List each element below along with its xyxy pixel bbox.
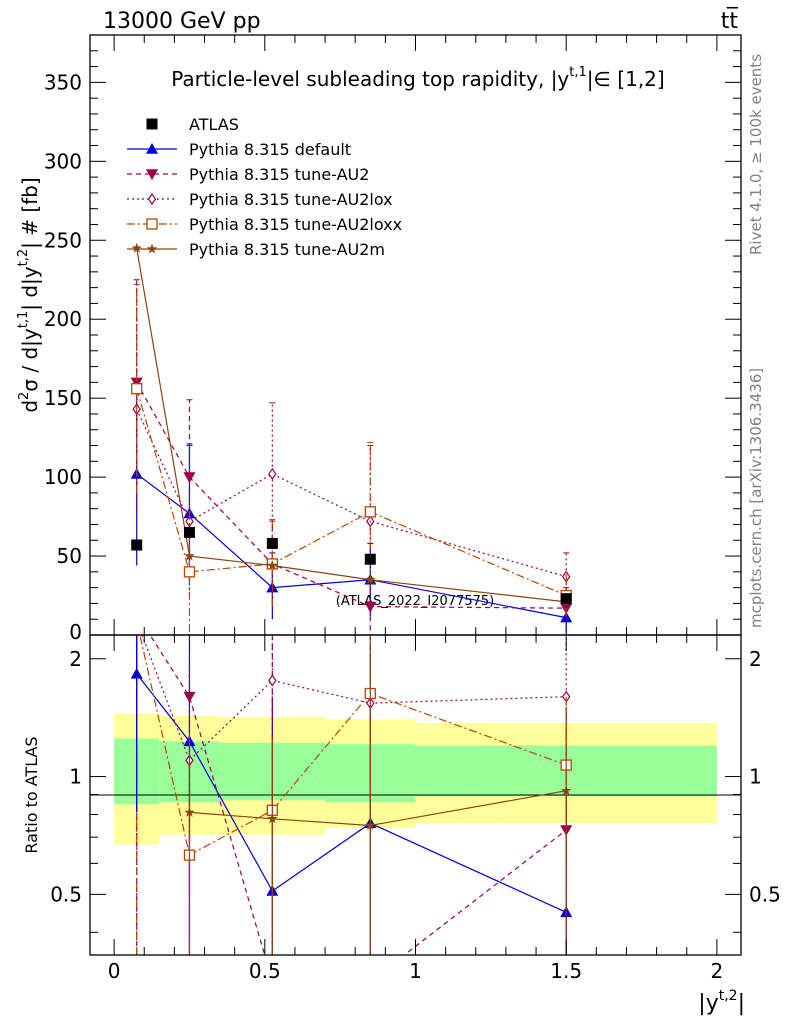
title-tail: |∈ [1,2]	[587, 67, 665, 91]
main-series-marker	[268, 467, 277, 480]
legend-atlas-label: ATLAS	[189, 115, 239, 134]
ratio-series-line	[149, 635, 567, 955]
main-series-marker	[183, 472, 196, 484]
x-tick-label: 1.5	[550, 959, 582, 983]
main-ytick-label: 100	[44, 465, 82, 489]
atlas-data-point	[364, 553, 376, 565]
x-axis-label: |yt,2|	[698, 988, 745, 1016]
ratio-series-marker	[268, 674, 277, 687]
main-series-3	[131, 283, 572, 632]
ratio-y-axis-label: Ratio to ATLAS	[22, 736, 41, 853]
main-series-line	[136, 382, 567, 609]
ratio-series-marker	[184, 806, 195, 817]
rivet-label: Rivet 4.1.0, ≥ 100k events	[747, 54, 765, 255]
mcplots-label: mcplots.cern.ch [arXiv:1306.3436]	[747, 368, 765, 628]
legend-marker	[146, 218, 158, 230]
ratio-series-4	[184, 635, 572, 955]
main-series-2	[132, 283, 571, 601]
main-series-marker	[131, 383, 143, 395]
atlas-data-point	[266, 537, 278, 549]
legend-label: Pythia 8.315 tune-AU2	[189, 165, 369, 184]
ratio-plot: 0.5 0.5 1 1 2 2 Ratio to ATLAS	[22, 634, 781, 956]
main-ytick-label: 50	[57, 544, 82, 568]
main-title: Particle-level subleading top rapidity, …	[171, 65, 664, 91]
main-series-marker	[183, 566, 196, 578]
title-text: Particle-level subleading top rapidity, …	[171, 67, 569, 91]
legend: ATLAS Pythia 8.315 default Pythia 8.315 tu…	[127, 115, 402, 259]
watermark-label: (ATLAS_2022_I2077575)	[336, 594, 494, 609]
ratio-series-line	[141, 635, 567, 762]
main-ytick-label: 350	[44, 70, 82, 94]
title-sup: t,1	[569, 65, 587, 80]
main-ytick-label: 200	[44, 307, 82, 331]
legend-marker	[146, 169, 158, 180]
atlas-data-point	[560, 593, 572, 605]
main-series-4	[131, 242, 572, 607]
ratio-series-marker	[365, 820, 376, 830]
main-ytick-label: 150	[44, 386, 82, 410]
ratio-ytick-label: 2	[69, 647, 82, 671]
ratio-ytick-label: 1	[69, 765, 82, 789]
ratio-ytick-label: 0.5	[50, 882, 82, 906]
main-series-line	[136, 248, 567, 603]
legend-label: Pythia 8.315 tune-AU2lox	[189, 190, 393, 209]
main-series-line	[136, 388, 567, 597]
energy-label: 13000 GeV pp	[103, 9, 261, 34]
main-ytick-label: 250	[44, 228, 82, 252]
main-series-marker	[364, 601, 377, 613]
legend-marker	[146, 143, 158, 154]
main-series-marker	[185, 515, 194, 528]
legend-label: Pythia 8.315 tune-AU2loxx	[189, 215, 402, 234]
legend-marker	[147, 192, 157, 206]
main-plot: 50 100 150 200 250 300 350 0 (ATLAS_2022_I20775…	[16, 34, 742, 644]
main-series-marker	[364, 506, 376, 518]
legend-atlas-marker	[146, 118, 158, 130]
main-series-line	[136, 408, 567, 578]
ratio-series-line	[189, 790, 567, 827]
legend-marker	[146, 243, 158, 254]
ratio-ytick-label-right: 2	[749, 647, 762, 671]
legend-label: Pythia 8.315 default	[189, 140, 351, 159]
ratio-series-marker	[267, 813, 278, 824]
main-series-marker	[267, 560, 278, 570]
main-series-marker	[365, 574, 376, 585]
atlas-data-point	[131, 539, 143, 551]
main-series-1	[130, 279, 573, 631]
process-label: tt̅	[721, 7, 739, 34]
x-tick-label: 2	[711, 959, 724, 983]
main-y-axis-label: d2σ / d|yt,1| d|yt,2| # [fb]	[16, 177, 42, 412]
legend-label: Pythia 8.315 tune-AU2m	[189, 240, 385, 259]
ratio-series-line	[139, 635, 567, 857]
x-tick-label: 0.5	[249, 959, 281, 983]
main-series-marker	[131, 242, 142, 253]
main-ytick-label: 300	[44, 149, 82, 173]
main-ytick-label-zero: 0	[69, 620, 82, 644]
x-tick-label: 0	[108, 959, 121, 983]
main-series-marker	[130, 377, 143, 389]
atlas-data-point	[183, 526, 195, 538]
ratio-series-marker	[561, 785, 572, 796]
ratio-ytick-label-right: 1	[749, 765, 762, 789]
main-series-marker	[184, 550, 195, 561]
ratio-ytick-label-right: 0.5	[749, 882, 781, 906]
x-tick-label: 1	[409, 959, 422, 983]
